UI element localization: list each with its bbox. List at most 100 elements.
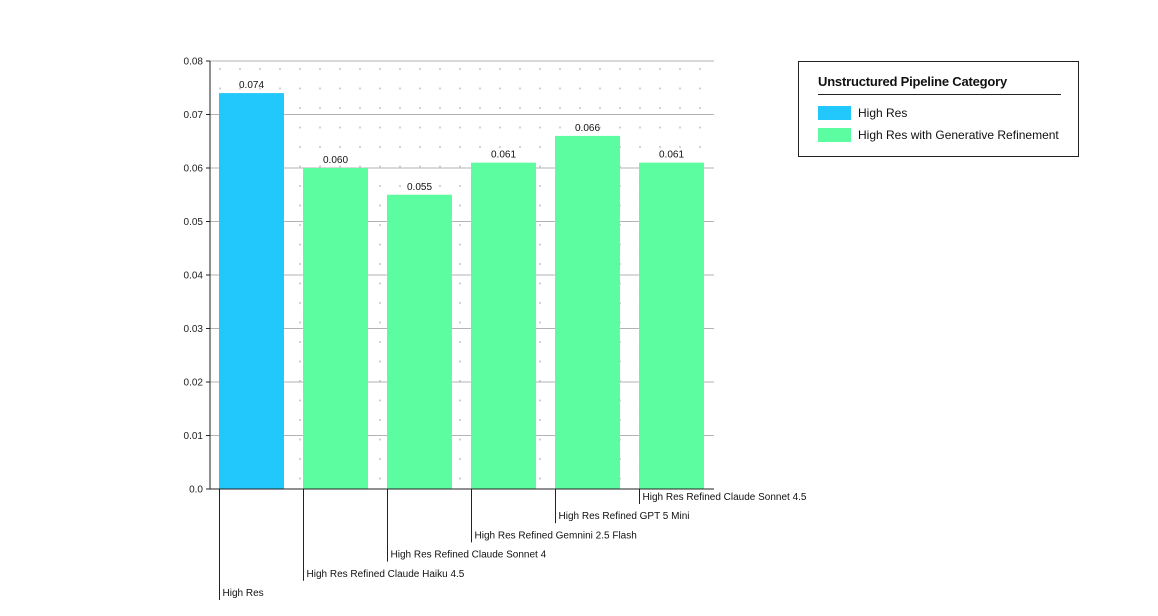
grid-dot	[378, 418, 382, 422]
grid-dot	[658, 67, 662, 71]
grid-dot	[638, 67, 642, 71]
grid-dot	[518, 106, 522, 110]
grid-dot	[518, 67, 522, 71]
grid-dot	[258, 87, 262, 90]
category-label: High Res	[223, 588, 264, 599]
grid-dot	[538, 184, 542, 188]
grid-dot	[538, 165, 542, 168]
grid-dot	[378, 321, 382, 324]
grid-dot	[378, 438, 382, 441]
grid-dot	[458, 106, 462, 110]
y-tick-label: 0.01	[184, 431, 204, 442]
grid-dot	[298, 243, 302, 246]
category-label: High Res Refined Claude Haiku 4.5	[307, 569, 465, 580]
background-dot-grid	[218, 67, 702, 480]
grid-dot	[358, 126, 362, 129]
grid-dot	[458, 204, 462, 207]
grid-dot	[278, 87, 282, 90]
category-labels: High Res High Res Refined Claude Haiku 4.…	[219, 489, 807, 600]
data-label: 0.066	[575, 123, 600, 134]
grid-dot	[538, 126, 542, 129]
grid-dot	[538, 321, 542, 324]
bar	[555, 135, 620, 489]
grid-dot	[458, 262, 462, 266]
grid-dot	[218, 87, 222, 90]
gridlines	[210, 60, 714, 490]
grid-dot	[378, 184, 382, 188]
grid-dot	[378, 204, 382, 207]
grid-dot	[318, 67, 322, 71]
grid-dot	[358, 165, 362, 168]
y-tick-label: 0.02	[184, 378, 204, 389]
bar	[303, 168, 368, 489]
legend-swatch-generative-refinement	[818, 128, 851, 142]
grid-dot	[458, 438, 462, 441]
grid-dot	[538, 243, 542, 246]
y-tick-label: 0.08	[184, 57, 204, 68]
grid-dot	[298, 438, 302, 441]
grid-dot	[418, 145, 422, 149]
grid-dot	[378, 67, 382, 71]
legend-label: High Res with Generative Refinement	[858, 128, 1059, 142]
grid-dot	[358, 67, 362, 71]
grid-dot	[278, 67, 282, 71]
grid-dot	[538, 418, 542, 422]
grid-dot	[558, 126, 562, 129]
grid-dot	[538, 457, 542, 461]
grid-dot	[698, 106, 702, 110]
bars	[219, 93, 704, 489]
grid-dot	[438, 67, 442, 71]
grid-dot	[618, 106, 622, 110]
bar	[471, 162, 536, 489]
grid-dot	[638, 145, 642, 149]
grid-dot	[698, 67, 702, 71]
grid-dot	[538, 379, 542, 383]
grid-dot	[458, 145, 462, 149]
grid-dot	[458, 379, 462, 383]
grid-dot	[698, 145, 702, 149]
y-tick-label: 0.07	[184, 110, 204, 121]
y-tick-label: 0.06	[184, 164, 204, 175]
grid-dot	[338, 87, 342, 90]
grid-dot	[458, 223, 462, 227]
grid-dot	[298, 67, 302, 71]
grid-dot	[298, 301, 302, 305]
grid-dot	[678, 67, 682, 71]
grid-dot	[298, 204, 302, 207]
grid-dot	[378, 243, 382, 246]
grid-dot	[358, 87, 362, 90]
grid-dot	[458, 360, 462, 363]
grid-dot	[298, 457, 302, 461]
grid-dot	[498, 106, 502, 110]
grid-dot	[338, 165, 342, 168]
grid-dot	[378, 360, 382, 363]
grid-dot	[398, 145, 402, 149]
grid-dot	[658, 87, 662, 90]
grid-dot	[218, 67, 222, 71]
grid-dot	[238, 87, 242, 90]
grid-dot	[378, 399, 382, 402]
grid-dot	[658, 145, 662, 149]
grid-dot	[318, 106, 322, 110]
grid-dot	[458, 282, 462, 285]
grid-dot	[538, 223, 542, 227]
grid-dot	[378, 457, 382, 461]
grid-dot	[618, 67, 622, 71]
grid-dot	[398, 87, 402, 90]
grid-dot	[298, 282, 302, 285]
grid-dot	[298, 126, 302, 129]
grid-dot	[618, 87, 622, 90]
grid-dot	[398, 126, 402, 129]
grid-dot	[618, 126, 622, 129]
grid-dot	[458, 301, 462, 305]
grid-dot	[458, 418, 462, 422]
grid-dot	[298, 262, 302, 266]
grid-dot	[378, 477, 382, 480]
data-label: 0.060	[323, 155, 348, 166]
grid-dot	[458, 184, 462, 188]
y-axis-ticks: 0.0 0.01 0.02 0.03 0.04 0.05 0.06 0.07 0.08	[184, 57, 210, 496]
grid-dot	[478, 67, 482, 71]
grid-dot	[498, 87, 502, 90]
grid-dot	[298, 165, 302, 168]
grid-dot	[458, 243, 462, 246]
